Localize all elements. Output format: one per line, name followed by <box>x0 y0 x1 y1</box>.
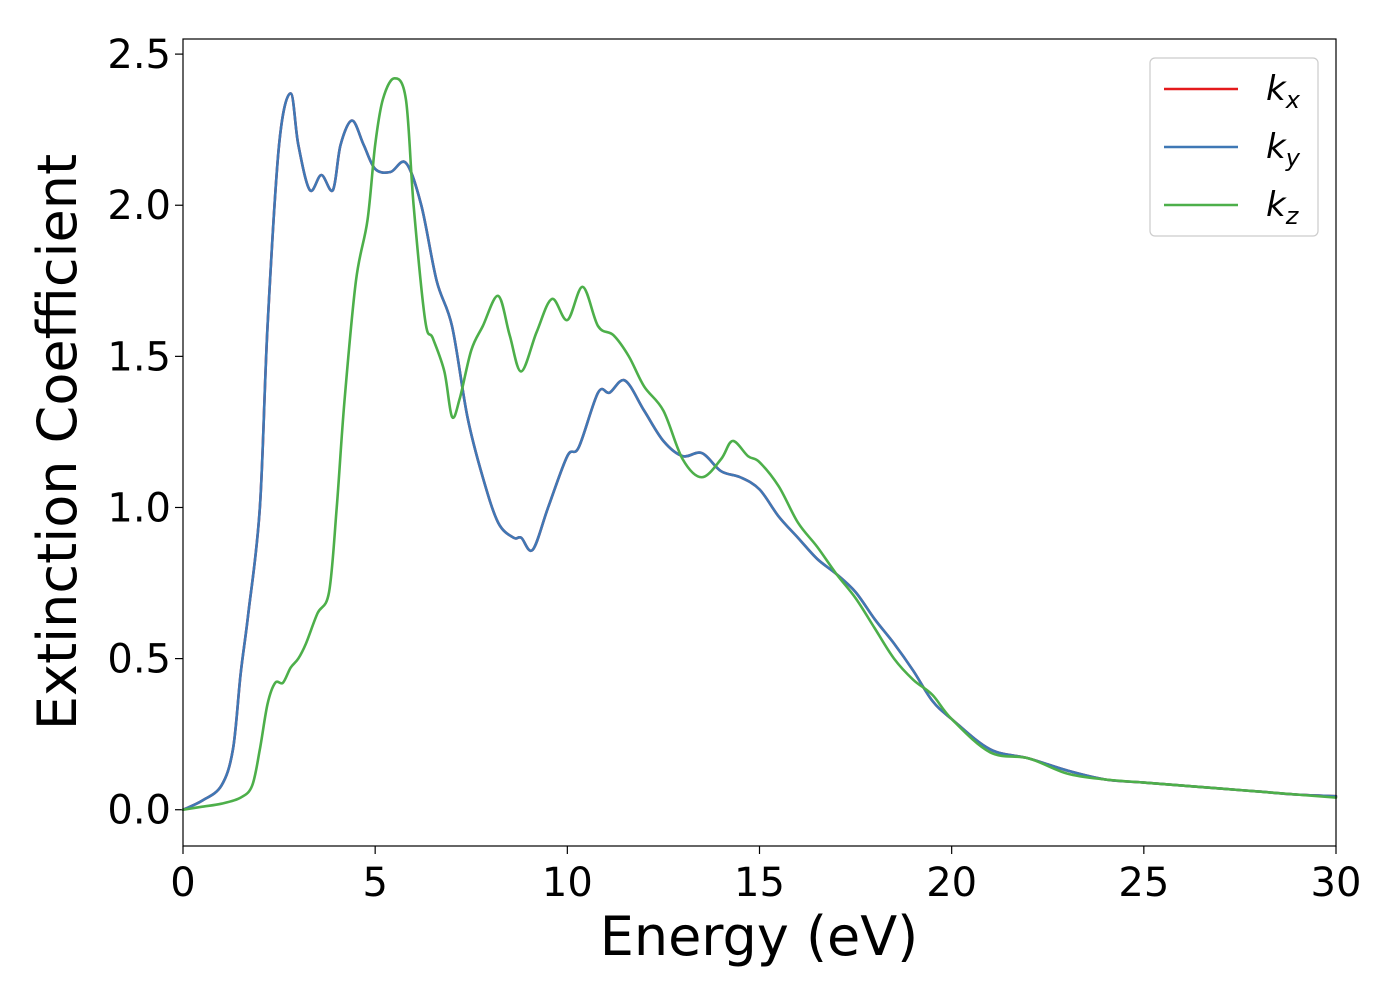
x-tick-label: 0 <box>170 860 195 906</box>
y-tick-label: 2.5 <box>107 32 171 78</box>
x-tick-label: 5 <box>362 860 387 906</box>
series-line-ky <box>181 92 1338 812</box>
x-tick-label: 25 <box>1118 860 1169 906</box>
x-axis-title: Energy (eV) <box>600 905 919 968</box>
legend-label-ky: ky <box>1266 127 1301 172</box>
y-axis-title: Extinction Coefficient <box>26 154 89 730</box>
y-tick-label: 1.0 <box>107 485 171 531</box>
y-tick-label: 0.5 <box>107 637 171 683</box>
x-axis-ticks: 0 5 10 15 20 25 30 <box>170 846 1361 906</box>
series-line-kz <box>181 76 1338 812</box>
legend-label-kz: kz <box>1266 185 1300 230</box>
series-lines <box>181 76 1338 812</box>
x-tick-label: 20 <box>926 860 977 906</box>
x-tick-label: 10 <box>542 860 593 906</box>
y-tick-label: 1.5 <box>107 334 171 380</box>
y-tick-label: 2.0 <box>107 183 171 229</box>
y-tick-label: 0.0 <box>107 788 171 834</box>
x-tick-label: 15 <box>734 860 785 906</box>
plot-frame <box>182 38 1337 847</box>
plot-area <box>183 39 1336 846</box>
legend: kx ky kz <box>1149 57 1319 237</box>
legend-label-kx: kx <box>1266 69 1301 114</box>
x-tick-label: 30 <box>1311 860 1362 906</box>
y-axis-ticks: 0.0 0.5 1.0 1.5 2.0 2.5 <box>107 32 183 834</box>
